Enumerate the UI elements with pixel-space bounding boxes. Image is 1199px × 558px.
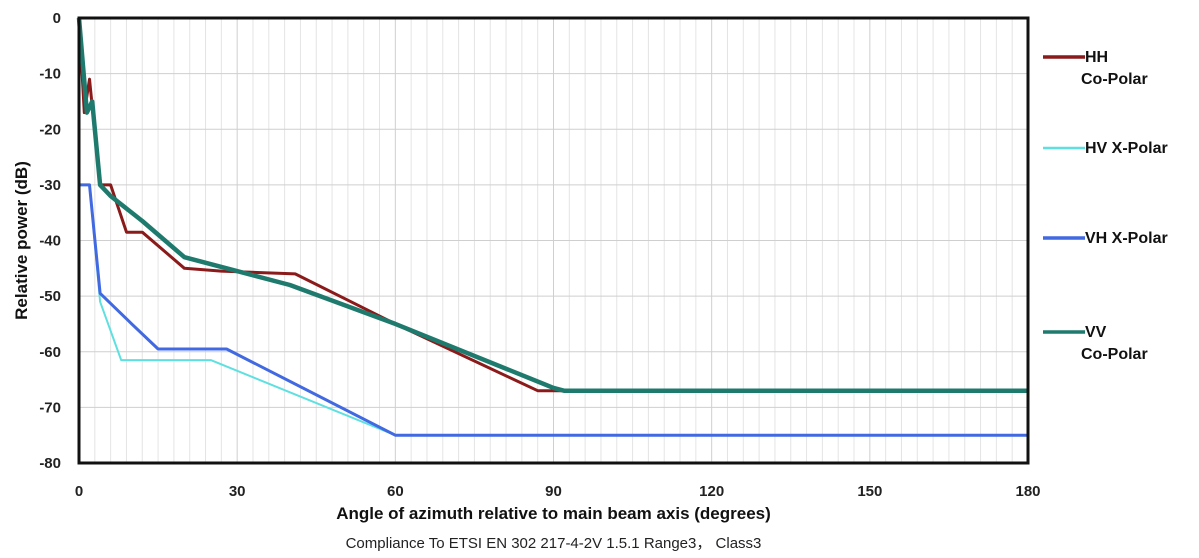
x-tick-label: 0: [75, 483, 83, 500]
legend-label: HH: [1085, 49, 1108, 66]
series-line-vh-x-polar: [79, 183, 1028, 437]
y-tick-label: -40: [39, 233, 61, 250]
x-tick-label: 30: [229, 483, 246, 500]
legend-label: VV: [1085, 324, 1107, 341]
y-tick-label: -80: [39, 455, 61, 472]
y-tick-label: 0: [53, 10, 61, 27]
x-tick-label: 60: [387, 483, 404, 500]
y-axis-label: Relative power (dB): [12, 161, 31, 320]
y-tick-label: -60: [39, 344, 61, 361]
chart-caption: Compliance To ETSI EN 302 217-4-2V 1.5.1…: [346, 535, 762, 552]
x-tick-label: 90: [545, 483, 562, 500]
y-tick-label: -20: [39, 121, 61, 138]
x-tick-label: 150: [857, 483, 882, 500]
plot-frame: [77, 16, 1030, 465]
grid: [78, 17, 1029, 464]
y-tick-label: -70: [39, 399, 61, 416]
y-tick-label: -10: [39, 66, 61, 83]
series-line-vv-co-polar: [76, 17, 1028, 393]
y-tick-label: -50: [39, 288, 61, 305]
legend-label: Co-Polar: [1081, 346, 1148, 363]
legend: HH Co-Polar HV X-Polar VH X-Polar VV Co-Polar: [1043, 49, 1168, 363]
x-tick-label: 120: [699, 483, 724, 500]
y-tick-label: -30: [39, 177, 61, 194]
legend-label: Co-Polar: [1081, 71, 1148, 88]
legend-label: HV X-Polar: [1085, 140, 1168, 157]
x-tick-label: 180: [1015, 483, 1040, 500]
x-axis-label: Angle of azimuth relative to main beam a…: [336, 504, 771, 523]
series-line-hh-co-polar: [77, 17, 1028, 393]
tick-labels: 0 30 60 90 120 150 180 0 -10 -20 -30 -40 -50 -60 -70 -8…: [39, 10, 1040, 500]
series-layer: [76, 17, 1028, 437]
legend-label: VH X-Polar: [1085, 230, 1168, 247]
